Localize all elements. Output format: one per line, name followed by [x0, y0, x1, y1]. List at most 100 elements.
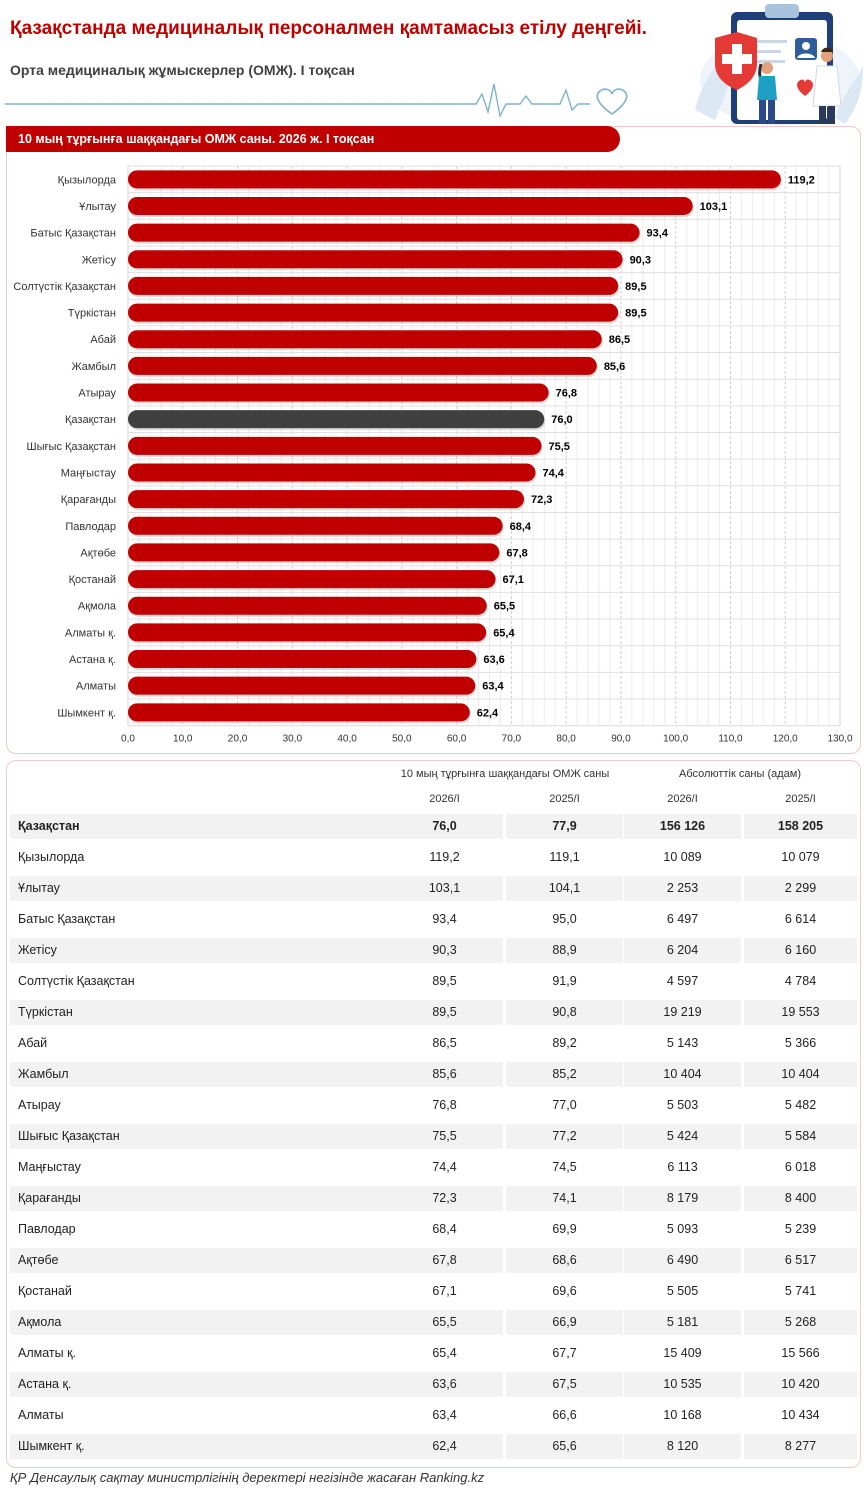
table-cell: 67,5: [506, 1372, 623, 1397]
x-tick-label: 110,0: [718, 734, 743, 745]
category-label: Павлодар: [65, 521, 116, 533]
table-cell: 74,1: [506, 1186, 623, 1211]
region-name: Абай: [18, 1036, 48, 1050]
table-row: Павлодар 68,4 69,9 5 093 5 239: [6, 1214, 859, 1245]
column-header: 2026/I: [667, 793, 698, 805]
table-cell: 77,0: [552, 1098, 577, 1112]
table-cell: 65,4: [432, 1346, 457, 1360]
category-label: Қазақстан: [65, 414, 116, 426]
data-label: 90,3: [630, 254, 651, 266]
group-header-absolute: Абсолюттік саны (адам): [678, 768, 802, 780]
table-cell: 85,6: [386, 1062, 503, 1087]
table-row: Қарағанды 72,3 74,1 8 179 8 400: [6, 1183, 859, 1214]
table-cell: 65,5: [386, 1310, 503, 1335]
table-row: Астана қ. 63,6 67,5 10 535 10 420: [6, 1369, 859, 1400]
table-cell: 119,2: [429, 850, 460, 864]
table-row: Маңғыстау 74,4 74,5 6 113 6 018: [6, 1152, 859, 1183]
table-cell: 15 409: [663, 1346, 702, 1360]
region-name: Ақтөбе: [10, 1248, 386, 1273]
table-cell: 158 205: [744, 814, 857, 839]
x-tick-label: 10,0: [173, 734, 193, 745]
table-cell: 86,5: [432, 1036, 457, 1050]
category-label: Алматы: [76, 681, 116, 693]
x-tick-label: 90,0: [611, 734, 631, 745]
bar: [128, 170, 781, 189]
bar: [128, 410, 545, 429]
table-cell: 74,4: [432, 1160, 457, 1174]
table-cell: 67,1: [432, 1284, 457, 1298]
table-cell: 63,6: [386, 1372, 503, 1397]
data-label: 119,2: [788, 174, 815, 186]
region-name: Жетісу: [10, 938, 386, 963]
table-cell: 77,9: [506, 814, 623, 839]
category-label: Батыс Қазақстан: [30, 228, 116, 240]
data-label: 65,5: [494, 601, 515, 613]
table-cell: 77,2: [506, 1124, 623, 1149]
data-label: 72,3: [531, 494, 552, 506]
table-cell: 119,1: [549, 850, 580, 864]
x-tick-label: 100,0: [663, 734, 688, 745]
region-name: Қазақстан: [10, 814, 386, 839]
table-cell: 66,6: [552, 1408, 577, 1422]
doctor-icon: [812, 47, 842, 124]
category-label: Қызылорда: [58, 174, 117, 186]
table-cell: 90,3: [386, 938, 503, 963]
category-label: Атырау: [78, 388, 116, 400]
column-header: 2025/I: [549, 793, 580, 805]
bar: [128, 703, 470, 722]
table-cell: 5 239: [784, 1222, 817, 1236]
data-label: 68,4: [510, 521, 532, 533]
bar: [128, 436, 542, 455]
table-cell: 68,4: [432, 1222, 457, 1236]
region-name: Алматы қ.: [18, 1346, 77, 1360]
region-name: Ұлытау: [10, 876, 386, 901]
region-name: Астана қ.: [10, 1372, 386, 1397]
table-cell: 89,5: [432, 974, 457, 988]
table-cell: 6 490: [624, 1248, 741, 1273]
table-cell: 89,2: [552, 1036, 577, 1050]
table-row: Ұлытау 103,1 104,1 2 253 2 299: [6, 873, 859, 904]
table-row: Ақмола 65,5 66,9 5 181 5 268: [6, 1307, 859, 1338]
bar: [128, 543, 500, 562]
category-label: Ақтөбе: [80, 547, 116, 559]
heart-icon: [797, 79, 813, 96]
region-name: Қызылорда: [18, 850, 85, 864]
heart-outline-icon: [596, 88, 628, 115]
table-row: Батыс Қазақстан 93,4 95,0 6 497 6 614: [6, 904, 859, 935]
data-label: 93,4: [647, 228, 669, 240]
region-name: Маңғыстау: [18, 1160, 81, 1174]
data-label: 63,4: [482, 681, 504, 693]
table-cell: 6 113: [667, 1160, 698, 1174]
bar: [128, 570, 496, 589]
data-label: 76,0: [551, 414, 572, 426]
x-tick-label: 80,0: [556, 734, 576, 745]
table-cell: 69,9: [552, 1222, 577, 1236]
data-label: 63,6: [483, 654, 504, 666]
column-header: 2025/I: [785, 793, 816, 805]
region-name: Шығыс Қазақстан: [10, 1124, 386, 1149]
table-cell: 5 268: [744, 1310, 857, 1335]
table-cell: 5 741: [784, 1284, 817, 1298]
region-name: Батыс Қазақстан: [18, 912, 116, 926]
table-cell: 63,4: [432, 1408, 457, 1422]
table-cell: 90,8: [506, 1000, 623, 1025]
chart-title: 10 мың тұрғынға шаққандағы ОМЖ саны. 202…: [6, 126, 620, 152]
category-label: Ұлытау: [79, 201, 116, 213]
data-label: 74,4: [542, 467, 564, 479]
bar: [128, 330, 602, 349]
category-label: Маңғыстау: [61, 467, 117, 479]
table-cell: 76,8: [432, 1098, 457, 1112]
table-cell: 88,9: [506, 938, 623, 963]
table-cell: 8 120: [624, 1434, 741, 1459]
data-label: 89,5: [625, 281, 646, 293]
region-name: Атырау: [18, 1098, 61, 1112]
table-cell: 74,5: [552, 1160, 577, 1174]
table-cell: 5 366: [784, 1036, 817, 1050]
swiss-cross-shield-icon: [715, 32, 757, 90]
table-cell: 6 018: [784, 1160, 817, 1174]
region-name: Қостанай: [18, 1284, 72, 1298]
table-cell: 5 505: [666, 1284, 699, 1298]
table-cell: 5 482: [784, 1098, 817, 1112]
data-label: 86,5: [609, 334, 630, 346]
category-label: Түркістан: [68, 308, 116, 320]
